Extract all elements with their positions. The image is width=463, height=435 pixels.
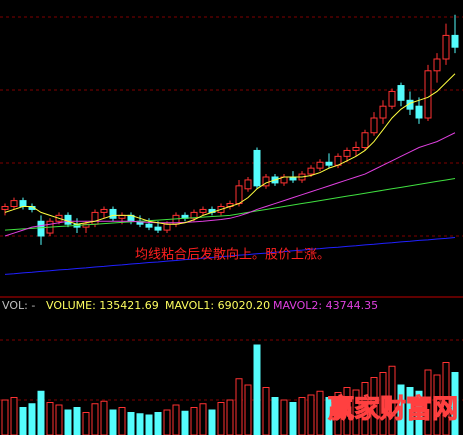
volume-bar — [82, 412, 90, 435]
candle-body — [343, 149, 351, 157]
volume-bar — [352, 389, 360, 435]
volume-bar — [55, 404, 63, 435]
volume-bar — [199, 403, 207, 435]
candle-body — [145, 223, 153, 228]
volume-bar — [298, 397, 306, 435]
volume-bar — [163, 409, 171, 435]
volume-bar — [415, 390, 423, 435]
candle-body — [19, 200, 27, 208]
moving-average — [4, 236, 456, 275]
volume-bar — [46, 402, 54, 435]
candle-body — [379, 105, 387, 119]
candle-body — [10, 200, 18, 208]
volume-text: VOLUME: 135421.69 — [46, 299, 159, 312]
volume-bar — [172, 404, 180, 435]
volume-bar — [154, 412, 162, 435]
volume-bar — [262, 387, 270, 435]
volume-bar — [208, 409, 216, 435]
volume-bar — [37, 390, 45, 435]
volume-bar — [73, 407, 81, 435]
volume-bar — [316, 390, 324, 435]
watermark: 赢家财富网 — [328, 394, 458, 425]
candle-body — [235, 185, 243, 205]
volume-bar — [217, 402, 225, 435]
candle-body — [352, 147, 360, 151]
volume-bar — [145, 414, 153, 435]
candle-body — [316, 161, 324, 169]
candle-body — [64, 214, 72, 225]
candle-body — [451, 34, 459, 48]
candle-body — [370, 117, 378, 134]
volume-bar — [325, 397, 333, 435]
candle-body — [1, 206, 9, 210]
volume-bar — [1, 399, 9, 435]
volume-bar — [190, 407, 198, 435]
volume-bar — [226, 399, 234, 435]
moving-average — [4, 132, 456, 237]
candle-body — [442, 34, 450, 60]
volume-bar — [388, 365, 396, 435]
candle-body — [388, 90, 396, 107]
volume-bar — [127, 412, 135, 435]
volume-bar — [289, 402, 297, 435]
volume-bar — [379, 372, 387, 435]
candle-body — [244, 179, 252, 190]
volume-bar — [370, 377, 378, 435]
volume-bar — [397, 384, 405, 435]
volume-bar — [253, 344, 261, 435]
volume-bar — [433, 374, 441, 435]
candle-body — [433, 58, 441, 72]
volume-bar — [244, 384, 252, 435]
volume-bar — [406, 387, 414, 435]
volume-bar — [271, 397, 279, 435]
volume-bar — [343, 387, 351, 435]
candle-body — [82, 223, 90, 228]
mavol1-text: MAVOL1: 69020.20 — [165, 299, 270, 312]
volume-bar — [64, 409, 72, 435]
candle-body — [199, 208, 207, 213]
volume-bar — [280, 399, 288, 435]
candle-body — [37, 220, 45, 237]
volume-bar — [100, 400, 108, 435]
volume-bar — [424, 369, 432, 435]
candle-body — [154, 226, 162, 231]
volume-bar — [442, 362, 450, 435]
volume-bar — [235, 378, 243, 435]
volume-bar — [118, 407, 126, 435]
volume-bar — [181, 410, 189, 435]
annotation: 均线粘合后发散向上。股价上涨。 — [135, 247, 330, 263]
candle-body — [307, 167, 315, 175]
mavol2-text: MAVOL2: 43744.35 — [273, 299, 378, 312]
volume-bar — [91, 403, 99, 435]
candle-body — [163, 223, 171, 231]
candle-body — [361, 132, 369, 148]
volume-bar — [334, 392, 342, 435]
candle-body — [190, 211, 198, 219]
moving-average — [4, 177, 456, 231]
vol-label: VOL: - — [2, 299, 35, 312]
candle-body — [253, 149, 261, 187]
candle-body — [397, 85, 405, 101]
volume-bar — [361, 382, 369, 435]
candle-body — [415, 105, 423, 119]
moving-average — [4, 73, 456, 225]
candle-body — [91, 211, 99, 225]
volume-bar — [109, 409, 117, 435]
volume-bar — [136, 413, 144, 435]
candle-body — [325, 161, 333, 166]
candle-body — [100, 208, 108, 213]
candle-body — [109, 208, 117, 219]
candle-body — [424, 70, 432, 119]
volume-bar — [28, 403, 36, 435]
volume-bar — [451, 372, 459, 435]
volume-bar — [19, 407, 27, 435]
volume-bar — [307, 394, 315, 435]
volume-bar — [10, 397, 18, 435]
